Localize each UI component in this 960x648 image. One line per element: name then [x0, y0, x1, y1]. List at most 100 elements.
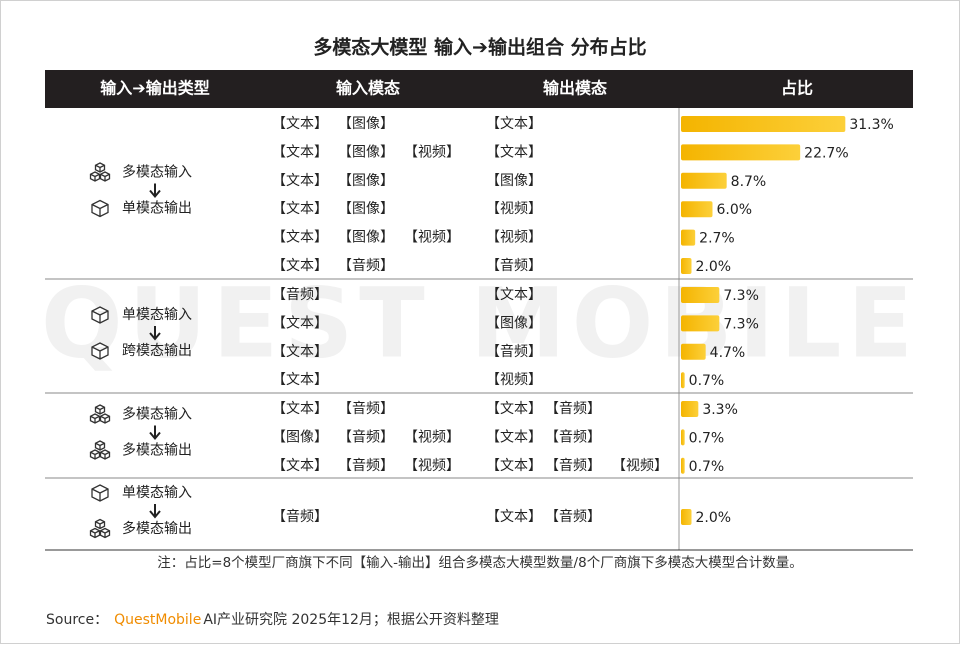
cube-face: [94, 518, 106, 530]
source: Source： QuestMobile AI产业研究院 2025年12月；根据公开资…: [46, 612, 499, 628]
input-modality: 【音频】: [338, 400, 394, 417]
input-modality: 【视频】: [404, 458, 460, 474]
cube-face: [89, 527, 101, 539]
watermark: QUEST MOBILE: [41, 267, 919, 379]
share-label: 3.3%: [702, 402, 738, 418]
cube-face: [99, 527, 111, 539]
input-modality: 【图像】: [338, 173, 394, 189]
input-modality: 【视频】: [404, 144, 460, 160]
share-label: 4.7%: [710, 345, 746, 361]
arrow: [149, 504, 161, 519]
cube-face: [89, 413, 101, 424]
icon-cube: [91, 342, 109, 360]
share-bar: [681, 144, 801, 161]
icon-cube: [89, 413, 101, 424]
input-modality: 【视频】: [404, 429, 460, 445]
input-modality: 【音频】: [272, 286, 328, 303]
source-brand: QuestMobile: [114, 612, 201, 628]
cube-face: [89, 449, 101, 460]
share-label: 8.7%: [731, 174, 767, 190]
input-modality: 【图像】: [272, 429, 328, 445]
output-modality: 【音频】: [545, 400, 601, 417]
share-label: 0.7%: [689, 430, 725, 446]
input-modality: 【图像】: [338, 144, 394, 160]
input-modality: 【文本】: [272, 173, 328, 189]
cube-face: [91, 199, 109, 218]
share-bar: [681, 372, 685, 389]
icon-cube: [99, 171, 111, 182]
input-modality: 【图像】: [338, 201, 394, 217]
cube-face: [94, 162, 106, 173]
cube-face: [99, 449, 111, 460]
output-modality: 【文本】: [486, 429, 542, 445]
share-bar: [681, 457, 685, 474]
output-modality: 【文本】: [486, 458, 542, 474]
output-modality: 【视频】: [486, 372, 542, 388]
source-prefix: Source：: [46, 612, 108, 628]
icon-cube: [91, 306, 109, 324]
input-modality: 【音频】: [338, 457, 394, 474]
icon-cube: [94, 440, 106, 451]
input-modality: 【文本】: [272, 372, 328, 388]
output-modality: 【文本】: [486, 287, 542, 303]
input-modality: 【文本】: [272, 401, 328, 417]
source-text: AI产业研究院 2025年12月；根据公开资料整理: [203, 612, 499, 628]
share-bar: [681, 509, 692, 525]
output-modality: 【文本】: [486, 509, 542, 525]
share-label: 0.7%: [689, 373, 725, 389]
share-bar: [681, 172, 727, 189]
input-modality: 【图像】: [338, 116, 394, 132]
note: 注：占比=8个模型厂商旗下不同【输入-输出】组合多模态大模型数量/8个厂商旗下多…: [157, 554, 802, 571]
share-bar: [681, 201, 713, 218]
share-label: 31.3%: [849, 117, 893, 133]
share-label: 2.0%: [696, 259, 732, 275]
output-modality: 【视频】: [486, 201, 542, 217]
share-bar: [681, 343, 706, 360]
output-type: 多模态输出: [122, 520, 192, 537]
header-cell: 输出模态: [543, 79, 607, 98]
arrow: [149, 326, 161, 341]
share-label: 6.0%: [717, 202, 753, 218]
icon-cube: [94, 162, 106, 173]
input-modality: 【文本】: [272, 144, 328, 160]
icon-cube: [94, 518, 106, 530]
share-label: 22.7%: [804, 145, 848, 161]
header-bar: [45, 70, 913, 108]
arrow: [149, 425, 161, 441]
share-label: 0.7%: [689, 459, 725, 475]
cube-face: [99, 413, 111, 424]
output-type: 多模态输出: [122, 442, 192, 459]
share-bar: [681, 429, 685, 446]
output-modality: 【视频】: [486, 230, 542, 246]
output-modality: 【视频】: [612, 458, 668, 474]
header-cell: 输入➔输出类型: [100, 79, 209, 98]
cube-face: [91, 306, 109, 324]
output-modality: 【音频】: [486, 343, 542, 360]
input-modality: 【音频】: [272, 508, 328, 525]
share-bar: [681, 401, 699, 417]
share-bar: [681, 315, 720, 332]
cube-face: [99, 171, 111, 182]
input-modality: 【文本】: [272, 116, 328, 132]
input-type: 单模态输入: [122, 307, 192, 323]
share-label: 7.3%: [723, 316, 759, 332]
input-modality: 【音频】: [338, 428, 394, 445]
input-modality: 【文本】: [272, 458, 328, 474]
input-type: 单模态输入: [122, 485, 192, 501]
output-modality: 【文本】: [486, 401, 542, 417]
input-type: 多模态输入: [122, 164, 192, 181]
share-label: 7.3%: [723, 288, 759, 304]
icon-cube: [99, 527, 111, 539]
share-bar: [681, 116, 846, 132]
icon-cube: [99, 413, 111, 424]
output-modality: 【图像】: [486, 315, 542, 331]
output-modality: 【文本】: [486, 144, 542, 160]
input-modality: 【文本】: [272, 315, 328, 331]
share-bar: [681, 229, 696, 246]
input-modality: 【文本】: [272, 344, 328, 360]
input-modality: 【文本】: [272, 230, 328, 246]
output-modality: 【图像】: [486, 173, 542, 189]
arrow: [149, 183, 161, 199]
share-label: 2.7%: [699, 231, 735, 247]
